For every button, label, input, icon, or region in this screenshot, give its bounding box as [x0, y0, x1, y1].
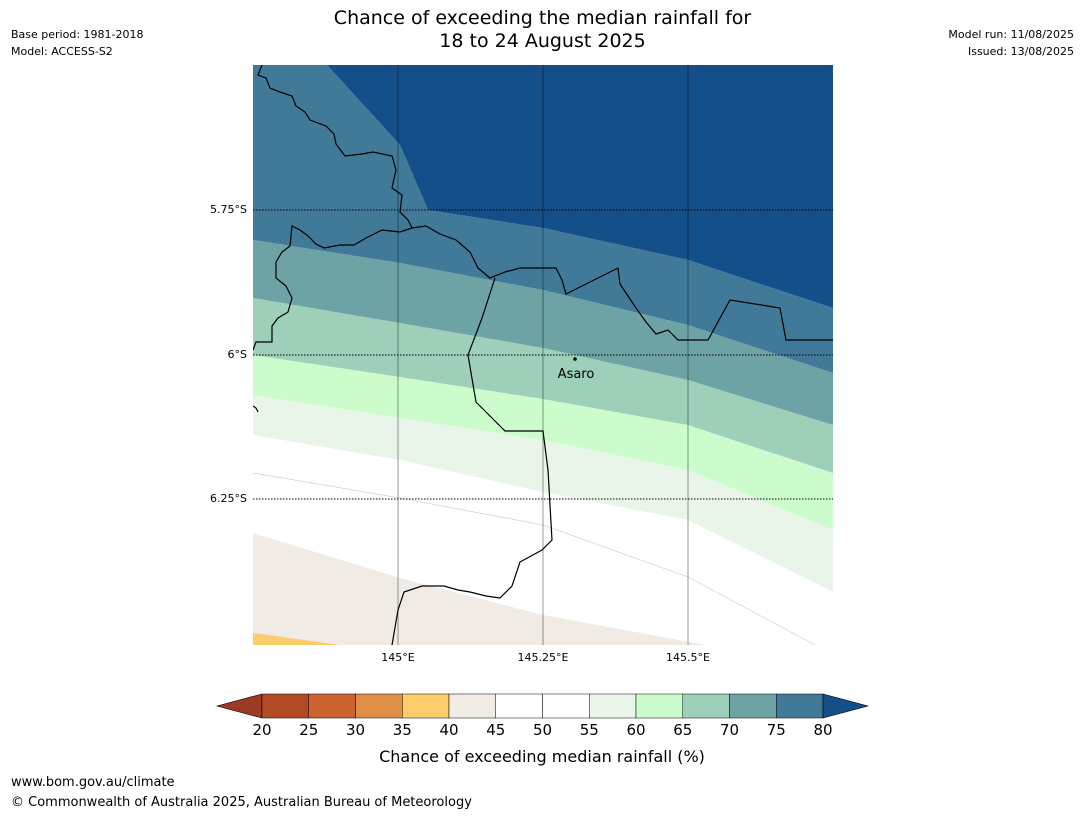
colorbar-band [729, 693, 777, 719]
colorbar-tick-label: 50 [533, 721, 552, 739]
colorbar-band [261, 693, 309, 719]
colorbar-band [682, 693, 730, 719]
header-meta-right: Model run: 11/08/2025 Issued: 13/08/2025 [948, 26, 1074, 60]
colorbar-tick-label: 70 [720, 721, 739, 739]
band-35-40 [253, 633, 340, 645]
colorbar-tick-label: 30 [346, 721, 365, 739]
colorbar-tick-label: 20 [252, 721, 271, 739]
band-40-45 [253, 533, 706, 645]
colorbar-tick-label: 45 [486, 721, 505, 739]
band-55-60 [253, 395, 833, 592]
colorbar-tick-label: 75 [767, 721, 786, 739]
header-meta-left: Base period: 1981-2018 Model: ACCESS-S2 [11, 26, 143, 60]
colorbar-band [635, 693, 683, 719]
colorbar-under-arrow [215, 693, 263, 719]
model-text: Model: ACCESS-S2 [11, 45, 113, 58]
province-boundary-south [391, 277, 553, 645]
boundary-fragment [253, 405, 259, 413]
lat-label-5-75: 5.75°S [210, 203, 247, 216]
coastline-path [253, 65, 413, 351]
title-line-1: Chance of exceeding the median rainfall … [333, 7, 752, 29]
colorbar-tick-label: 80 [813, 721, 832, 739]
model-run-text: Model run: 11/08/2025 [948, 28, 1074, 41]
colorbar-tick-label: 60 [626, 721, 645, 739]
footer-copyright: © Commonwealth of Australia 2025, Austra… [11, 795, 472, 810]
band-60-65 [253, 355, 833, 530]
base-period-text: Base period: 1981-2018 [11, 28, 144, 41]
colorbar-tick-label: 25 [299, 721, 318, 739]
lon-label-145-25: 145.25°E [518, 651, 569, 664]
colorbar-band [542, 693, 590, 719]
colorbar-band [448, 693, 496, 719]
asaro-marker [573, 357, 577, 361]
map-title: Chance of exceeding the median rainfall … [0, 7, 1085, 53]
band-70-75 [253, 240, 833, 425]
lat-label-6-25: 6.25°S [210, 492, 247, 505]
asaro-label: Asaro [558, 367, 595, 382]
lon-label-145: 145°E [381, 651, 414, 664]
colorbar-ticks: 20 25 30 35 40 45 50 55 60 65 70 75 80 [252, 721, 832, 739]
contour-line [253, 472, 816, 645]
colorbar-tick-label: 35 [393, 721, 412, 739]
issued-text: Issued: 13/08/2025 [967, 45, 1074, 58]
title-line-2: 18 to 24 August 2025 [439, 30, 646, 52]
colorbar-over-arrow [822, 693, 870, 719]
band-above-80 [327, 65, 833, 308]
colorbar-band [589, 693, 637, 719]
colorbar-band [776, 693, 824, 719]
lon-label-145-5: 145.5°E [666, 651, 710, 664]
colorbar-tick-label: 65 [673, 721, 692, 739]
colorbar-band [355, 693, 403, 719]
footer-url[interactable]: www.bom.gov.au/climate [11, 775, 175, 790]
colorbar-tick-label: 55 [580, 721, 599, 739]
band-65-70 [253, 298, 833, 473]
colorbar-band [495, 693, 543, 719]
band-75-80 [253, 65, 833, 373]
colorbar-label: Chance of exceeding median rainfall (%) [379, 747, 705, 766]
colorbar-band [402, 693, 450, 719]
colorbar-tick-label: 40 [439, 721, 458, 739]
lat-label-6: 6°S [228, 348, 247, 361]
province-boundary-north [411, 225, 833, 341]
rainfall-map: Asaro 5.75°S 6°S 6.25°S 145°E 145.25°E 1… [210, 65, 833, 664]
colorbar-band [308, 693, 356, 719]
colorbar-bands [215, 693, 870, 719]
graticule [253, 65, 833, 645]
